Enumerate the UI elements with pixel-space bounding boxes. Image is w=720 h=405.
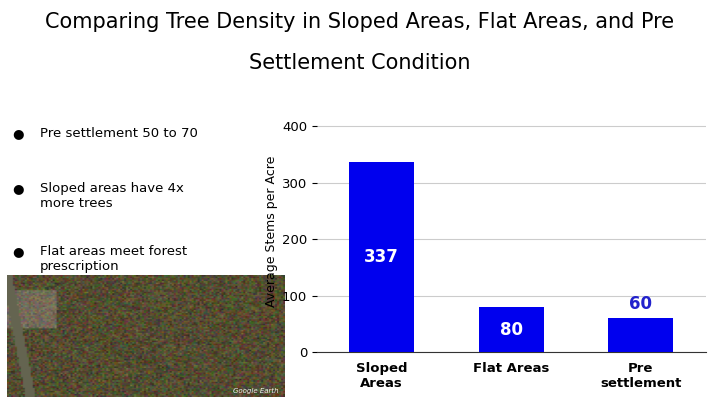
Text: Settlement Condition: Settlement Condition <box>249 53 471 72</box>
Text: Pre settlement 50 to 70: Pre settlement 50 to 70 <box>40 127 198 140</box>
Text: 60: 60 <box>629 295 652 313</box>
Text: Google Earth: Google Earth <box>233 388 279 394</box>
Text: ●: ● <box>13 127 24 140</box>
Text: 337: 337 <box>364 248 399 266</box>
Text: 80: 80 <box>500 321 523 339</box>
Text: Flat areas meet forest
prescription: Flat areas meet forest prescription <box>40 245 187 273</box>
Text: Comparing Tree Density in Sloped Areas, Flat Areas, and Pre: Comparing Tree Density in Sloped Areas, … <box>45 12 675 32</box>
Text: ●: ● <box>13 182 24 195</box>
Bar <box>608 318 673 352</box>
Y-axis label: Average Stems per Acre: Average Stems per Acre <box>265 155 278 307</box>
Text: ●: ● <box>13 245 24 258</box>
Bar <box>479 307 544 352</box>
Text: Sloped areas have 4x
more trees: Sloped areas have 4x more trees <box>40 182 184 210</box>
Bar <box>349 162 414 352</box>
